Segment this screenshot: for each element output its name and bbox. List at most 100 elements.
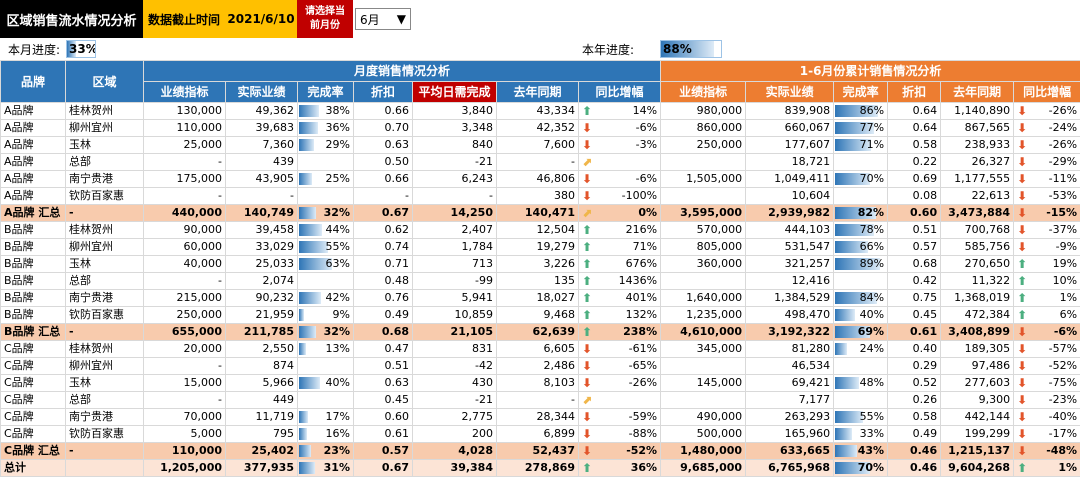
cell-text: C品牌: [4, 359, 34, 372]
cell-text: 444,103: [785, 223, 831, 236]
cell-text: 110,000: [172, 444, 222, 457]
cell: 16%: [298, 426, 354, 443]
cell-text: 66%: [860, 240, 884, 253]
cell-text: 238,933: [965, 138, 1011, 151]
cell: 3,226: [497, 256, 579, 273]
cell: 0.66: [354, 103, 413, 120]
trend-arrow: ⬇: [582, 120, 592, 136]
cell: 0.58: [888, 137, 941, 154]
cell-text: 南宁贵港: [69, 291, 113, 304]
trend-arrow: ⬇: [582, 171, 592, 187]
cell-text: 总部: [69, 274, 91, 287]
cell-text: -: [218, 393, 222, 406]
cell: ⬇-6%: [579, 120, 661, 137]
cell: 24%: [834, 341, 888, 358]
cell-text: -52%: [1049, 359, 1077, 372]
cell: 14,250: [413, 205, 497, 222]
cell: 29%: [298, 137, 354, 154]
cell: 60,000: [144, 239, 226, 256]
cell-text: 270,650: [965, 257, 1011, 270]
cell: 7,360: [226, 137, 298, 154]
trend-arrow: ⬇: [1017, 188, 1027, 204]
cell: 200: [413, 426, 497, 443]
cell: 52,437: [497, 443, 579, 460]
cell-text: 84%: [860, 291, 884, 304]
cell: ⬇-26%: [1014, 103, 1080, 120]
cell-text: 12,416: [792, 274, 831, 287]
cell-text: 430: [472, 376, 493, 389]
cell: 472,384: [941, 307, 1014, 324]
cell: 0.71: [354, 256, 413, 273]
cell: ⬆676%: [579, 256, 661, 273]
cell-text: 0.64: [913, 104, 938, 117]
cell: 655,000: [144, 324, 226, 341]
cell: ⬈: [579, 154, 661, 171]
cell-text: 0.40: [913, 342, 938, 355]
cell-text: 442,144: [965, 410, 1011, 423]
cell-text: 70%: [858, 461, 884, 474]
cell-text: 21,959: [256, 308, 295, 321]
cell: B品牌 汇总: [1, 324, 66, 341]
cell-text: 82%: [858, 206, 884, 219]
cell: 278,869: [497, 460, 579, 477]
cell-text: 19%: [1053, 257, 1077, 270]
cell: ⬇-100%: [579, 188, 661, 205]
completion-bar: [299, 173, 312, 185]
cell: 1,480,000: [661, 443, 746, 460]
cell: 199,299: [941, 426, 1014, 443]
cell: 3,840: [413, 103, 497, 120]
cell-text: 24%: [860, 342, 884, 355]
cell-text: C品牌 汇总: [4, 444, 60, 457]
trend-arrow: ⬇: [1017, 409, 1027, 425]
cell: ⬇-24%: [1014, 120, 1080, 137]
cell-text: 1%: [1060, 291, 1077, 304]
cell-text: 31%: [324, 461, 350, 474]
trend-arrow: ⬇: [1017, 239, 1027, 255]
month-dropdown[interactable]: 6月▼: [355, 8, 411, 30]
cell-text: 71%: [633, 240, 657, 253]
cell: 4,028: [413, 443, 497, 460]
cell: -42: [413, 358, 497, 375]
cell: 9,685,000: [661, 460, 746, 477]
cell-text: 89%: [860, 257, 884, 270]
cell: 6,899: [497, 426, 579, 443]
cell-text: 0.61: [910, 325, 937, 338]
cell-text: 36%: [631, 461, 657, 474]
cell: 总部: [66, 273, 144, 290]
trend-arrow: ⬇: [582, 341, 592, 357]
cell: -: [66, 205, 144, 222]
cell-text: 6,243: [462, 172, 494, 185]
column-header: 折扣: [354, 82, 413, 103]
cell: ⬆36%: [579, 460, 661, 477]
cell-text: 60,000: [184, 240, 223, 253]
cell: 570,000: [661, 222, 746, 239]
trend-arrow: ⬆: [582, 239, 592, 255]
cell-text: 2,550: [263, 342, 295, 355]
cell: ⬆ 71%: [579, 239, 661, 256]
cell: 3,192,322: [746, 324, 834, 341]
cell-text: 498,470: [785, 308, 831, 321]
cell-text: 321,257: [785, 257, 831, 270]
cell: 444,103: [746, 222, 834, 239]
cell: 39,384: [413, 460, 497, 477]
cell: 110,000: [144, 443, 226, 460]
cell: 660,067: [746, 120, 834, 137]
cell-text: 263,293: [785, 410, 831, 423]
cell-text: -37%: [1049, 223, 1077, 236]
cell-text: -24%: [1049, 121, 1077, 134]
cell: 1,215,137: [941, 443, 1014, 460]
cell-text: 南宁贵港: [69, 172, 113, 185]
cell-text: 655,000: [172, 325, 222, 338]
cell: 215,000: [144, 290, 226, 307]
cell: 玉林: [66, 375, 144, 392]
cell-text: 69,421: [792, 376, 831, 389]
cell-text: -99: [475, 274, 493, 287]
cell: 11,322: [941, 273, 1014, 290]
trend-arrow: ⬇: [1017, 392, 1027, 408]
trend-arrow: ⬇: [1017, 222, 1027, 238]
cell-text: 4,610,000: [680, 325, 742, 338]
cell: ⬆216%: [579, 222, 661, 239]
cell: 南宁贵港: [66, 290, 144, 307]
